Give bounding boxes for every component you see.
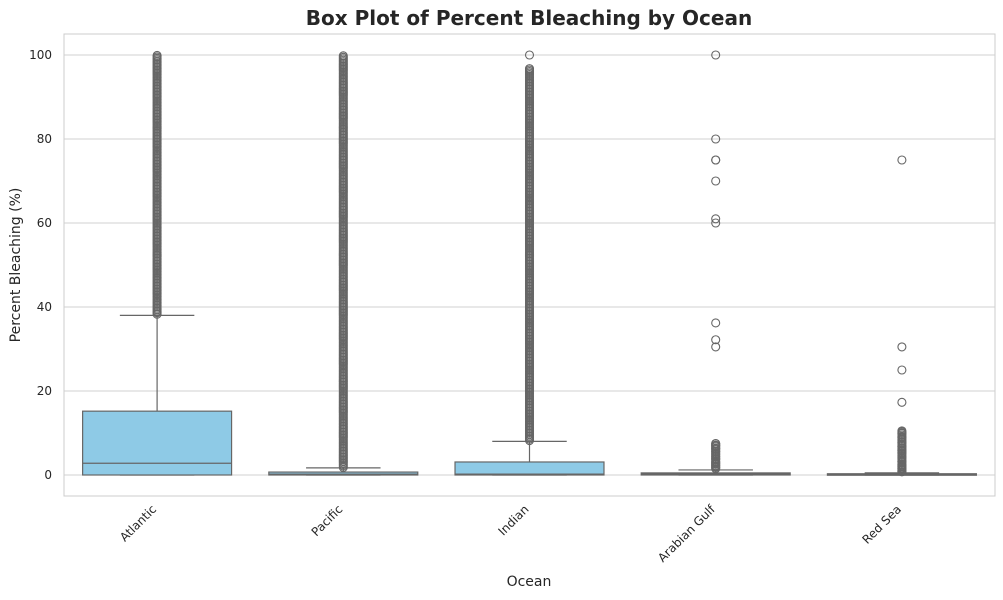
- outlier-point: [338, 51, 348, 61]
- x-tick-labels: Atlantic Pacific Indian Arabian Gulf Red Sea: [117, 502, 904, 565]
- outlier-point: [711, 155, 721, 165]
- outlier-point: [711, 50, 721, 60]
- box-atlantic: [82, 50, 233, 476]
- y-tick-label: 40: [37, 300, 52, 314]
- outlier-point: [897, 426, 907, 436]
- outlier-point: [897, 155, 907, 165]
- outlier-point: [524, 64, 535, 74]
- x-tick-label: Indian: [496, 502, 532, 538]
- outliers: [711, 50, 721, 474]
- y-axis-label: Percent Bleaching (%): [8, 188, 24, 343]
- outlier-point: [711, 214, 721, 224]
- iqr-box: [454, 461, 605, 476]
- outlier-point: [897, 452, 907, 462]
- outlier-point: [897, 342, 907, 352]
- y-tick-label: 20: [37, 384, 52, 398]
- outlier-point: [711, 335, 721, 345]
- outlier-point: [711, 342, 721, 352]
- outlier-point: [711, 438, 721, 449]
- iqr-box: [268, 471, 419, 476]
- y-tick-label: 60: [37, 216, 52, 230]
- outlier-point: [897, 437, 907, 447]
- x-tick-label: Pacific: [309, 502, 346, 539]
- box-red-sea: [826, 155, 977, 477]
- outlier-point: [524, 50, 535, 60]
- x-tick-label: Arabian Gulf: [655, 502, 718, 565]
- outliers: [152, 50, 162, 319]
- iqr-box: [82, 410, 233, 476]
- x-tick-label: Red Sea: [859, 502, 904, 547]
- outlier-point: [897, 365, 907, 375]
- y-tick-label: 0: [44, 468, 52, 482]
- outliers: [338, 51, 348, 472]
- outlier-point: [711, 134, 721, 144]
- outlier-point: [711, 218, 721, 228]
- outlier-point: [897, 448, 907, 458]
- outlier-point: [711, 176, 721, 186]
- y-tick-labels: 0 20 40 60 80 100: [29, 48, 52, 482]
- x-axis-label: Ocean: [507, 574, 552, 590]
- outlier-point: [711, 443, 721, 454]
- outlier-point: [897, 432, 907, 442]
- y-tick-label: 80: [37, 132, 52, 146]
- x-tick-label: Atlantic: [117, 502, 159, 544]
- box-arabian-gulf: [640, 50, 791, 476]
- box-pacific: [268, 51, 419, 476]
- boxes: [82, 50, 977, 477]
- outlier-point: [897, 397, 907, 407]
- chart-title: Box Plot of Percent Bleaching by Ocean: [306, 6, 752, 30]
- outlier-point: [897, 441, 907, 451]
- outlier-point: [711, 318, 721, 328]
- outlier-point: [152, 50, 162, 60]
- outliers: [524, 50, 535, 446]
- outliers: [897, 155, 907, 477]
- y-tick-label: 100: [29, 48, 52, 62]
- box-indian: [454, 50, 605, 476]
